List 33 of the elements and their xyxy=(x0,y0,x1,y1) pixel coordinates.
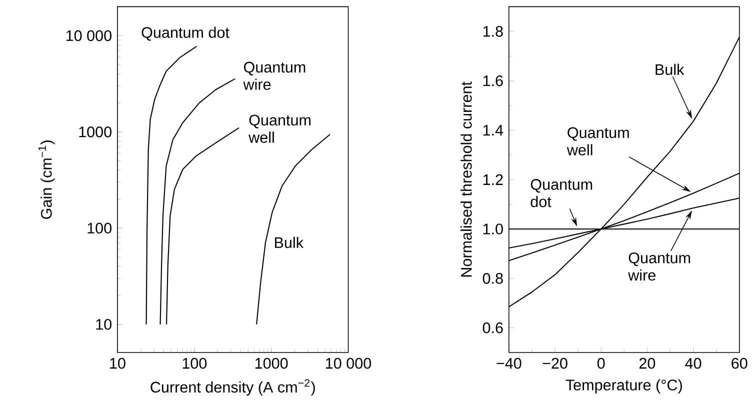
series-label: Quantum wire xyxy=(628,252,690,281)
series-label: Quantum wire xyxy=(243,62,306,90)
y-tick-label: 0.6 xyxy=(482,322,503,334)
x-tick-label: 40 xyxy=(685,358,702,369)
y-axis-title: Gain (cm$^{−1}$) xyxy=(38,140,55,219)
x-axis-title: Temperature (°C) xyxy=(566,379,682,394)
y-axis-title: Normalised threshold current xyxy=(460,82,472,277)
text: Quantum well xyxy=(566,127,629,156)
x-tick-label: 100 xyxy=(182,358,207,369)
y-tick-label: 1.6 xyxy=(483,75,503,86)
y-tick-label: 10 xyxy=(96,318,112,330)
y-tick-label: 1.4 xyxy=(483,124,504,136)
series-label: Bulk xyxy=(275,236,304,248)
y-tick-label: 100 xyxy=(88,222,112,234)
x-tick-label: 60 xyxy=(732,358,748,369)
x-tick-label: 1000 xyxy=(255,358,288,369)
series-label: Quantum dot xyxy=(142,26,230,41)
series-label: Quantum well xyxy=(248,114,310,143)
y-tick-label: 0.8 xyxy=(482,272,503,284)
y-tick-label: 10 000 xyxy=(66,30,112,42)
y-tick-label: 1.2 xyxy=(483,174,503,185)
x-tick-label: 20 xyxy=(639,358,656,369)
x-tick-label: 0 xyxy=(597,358,605,369)
y-tick-label: 1.8 xyxy=(483,26,503,37)
series-label: Quantum dot xyxy=(530,178,592,208)
y-tick-label: 1.0 xyxy=(483,224,503,234)
text: Bulk xyxy=(656,64,684,76)
y-tick-label: 1000 xyxy=(79,126,112,138)
x-tick-label: −40 xyxy=(496,358,522,369)
x-tick-label: 10 xyxy=(110,358,126,369)
x-tick-label: −20 xyxy=(542,358,568,369)
x-tick-label: 10 000 xyxy=(326,358,372,369)
x-axis-title: Current density (A cm$^{−2}$) xyxy=(150,379,315,396)
